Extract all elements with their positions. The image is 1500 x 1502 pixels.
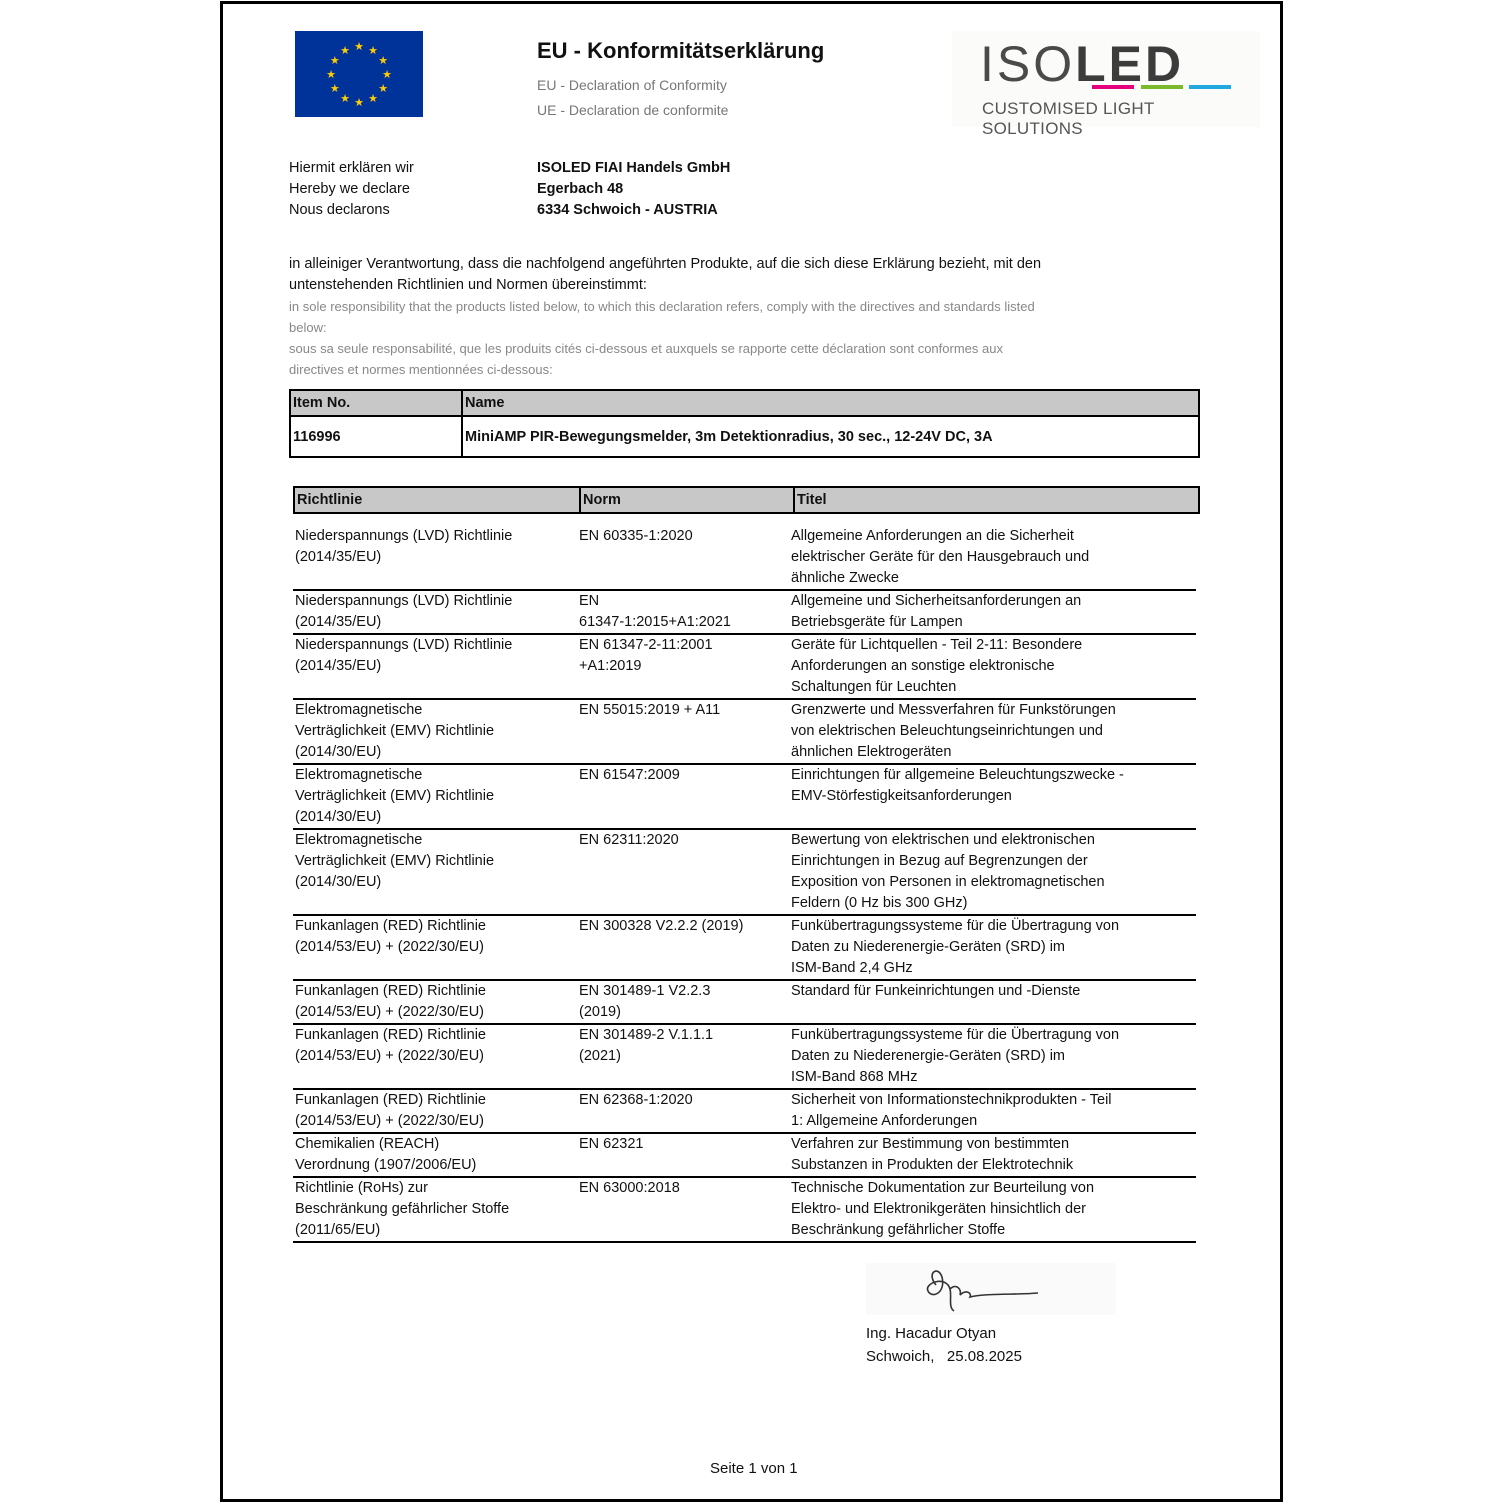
norm-cell: EN 61347-1:2015+A1:2021 [579,593,731,630]
directive-cell: Funkanlagen (RED) Richtlinie (2014/53/EU)… [295,983,486,1020]
directive-cell: Elektromagnetische Verträglichkeit (EMV) … [295,702,495,760]
title-cell: Verfahren zur Bestimmung von bestimmten S… [791,1136,1074,1173]
title-cell: Technische Dokumentation zur Beurteilung… [791,1180,1095,1238]
company-street: Egerbach 48 [537,181,624,197]
intro-en: in sole responsibility that the products… [289,299,1035,335]
norms-table: Richtlinie Norm Titel Niederspannungs (L… [293,486,1200,1243]
norm-cell: EN 63000:2018 [579,1180,680,1196]
directive-cell: Chemikalien (REACH) Verordnung (1907/2006… [295,1136,477,1173]
star-icon: ★ [354,41,364,53]
title-cell: Grenzwerte und Messverfahren für Funkstö… [791,702,1116,760]
norm-cell: EN 62321 [579,1136,644,1152]
directive-cell: Niederspannungs (LVD) Richtlinie (2014/35… [295,593,513,630]
norm-cell: EN 60335-1:2020 [579,528,693,544]
table-row: Funkanlagen (RED) Richtlinie (2014/53/EU)… [293,1090,1196,1134]
table-row: Elektromagnetische Verträglichkeit (EMV) … [293,830,1196,916]
title-cell: Funkübertragungssysteme für die Übertrag… [791,918,1120,976]
signature-place: Schwoich, [866,1348,935,1365]
item-no: 116996 [289,415,463,458]
title-cell: Bewertung von elektrischen und elektroni… [791,832,1105,911]
product-table: Item No. Name 116996 MiniAMP PIR-Bewegun… [289,389,1200,458]
title-cell: Standard für Funkeinrichtungen und -Dien… [791,983,1081,999]
subtitle-en: EU - Declaration of Conformity [537,77,727,93]
header-item-no: Item No. [289,389,463,417]
header-directive: Richtlinie [295,488,581,512]
star-icon: ★ [330,55,340,67]
directive-cell: Elektromagnetische Verträglichkeit (EMV) … [295,832,495,890]
header-norm: Norm [581,488,795,512]
company-city: 6334 Schwoich - AUSTRIA [537,202,718,218]
norm-cell: EN 62311:2020 [579,832,679,848]
star-icon: ★ [326,69,336,81]
directive-cell: Richtlinie (RoHs) zur Beschränkung gefähr… [295,1180,510,1238]
directive-cell: Niederspannungs (LVD) Richtlinie (2014/35… [295,637,513,674]
company-address: ISOLED FIAI Handels GmbH Egerbach 48 633… [537,158,730,221]
norm-cell: EN 61347-2-11:2001 +A1:2019 [579,637,713,674]
declaration-labels: Hiermit erklären wir Hereby we declare N… [289,160,414,218]
signatory-name: Ing. Hacadur Otyan [866,1325,997,1342]
item-name: MiniAMP PIR-Bewegungsmelder, 3m Detektio… [461,415,1200,458]
norm-cell: EN 301489-2 V.1.1.1 (2021) [579,1027,714,1064]
signature-block: Ing. Hacadur Otyan Schwoich, 25.08.2025 [866,1263,1116,1368]
signature-date: 25.08.2025 [946,1348,1022,1365]
star-icon: ★ [354,97,364,109]
signature-image [866,1263,1116,1315]
star-icon: ★ [382,69,392,81]
page-number: Seite 1 von 1 [710,1460,798,1477]
title-cell: Allgemeine Anforderungen an die Sicherhe… [791,528,1090,586]
title-cell: Einrichtungen für allgemeine Beleuchtung… [791,767,1124,804]
directive-cell: Funkanlagen (RED) Richtlinie (2014/53/EU)… [295,1092,486,1129]
star-icon: ★ [368,93,378,105]
intro-fr: sous sa seule responsabilité, que les pr… [289,341,1003,377]
star-icon: ★ [368,45,378,57]
title-cell: Sicherheit von Informationstechnikproduk… [791,1092,1112,1129]
star-icon: ★ [340,45,350,57]
subtitle-fr: UE - Declaration de conformite [537,102,729,118]
directive-cell: Elektromagnetische Verträglichkeit (EMV) … [295,767,495,825]
header-name: Name [461,389,1200,417]
title-cell: Allgemeine und Sicherheitsanforderungen … [791,593,1082,630]
title-cell: Funkübertragungssysteme für die Übertrag… [791,1027,1120,1085]
table-row: Funkanlagen (RED) Richtlinie (2014/53/EU)… [293,916,1196,981]
directive-cell: Funkanlagen (RED) Richtlinie (2014/53/EU)… [295,918,486,955]
table-row: Niederspannungs (LVD) Richtlinie (2014/35… [293,635,1196,700]
intro-de: in alleiniger Verantwortung, dass die na… [289,256,1042,293]
directive-cell: Niederspannungs (LVD) Richtlinie (2014/35… [295,528,513,565]
table-row: Funkanlagen (RED) Richtlinie (2014/53/EU)… [293,1025,1196,1090]
table-row: Elektromagnetische Verträglichkeit (EMV) … [293,765,1196,830]
star-icon: ★ [378,83,388,95]
norm-cell: EN 61547:2009 [579,767,680,783]
intro-text: in alleiniger Verantwortung, dass die na… [289,254,1049,380]
star-icon: ★ [378,55,388,67]
table-row: Niederspannungs (LVD) Richtlinie (2014/35… [293,526,1196,591]
star-icon: ★ [330,83,340,95]
table-row: Funkanlagen (RED) Richtlinie (2014/53/EU)… [293,981,1196,1025]
header-title: Titel [797,492,827,508]
page-title: EU - Konformitätserklärung [537,38,825,63]
directive-cell: Funkanlagen (RED) Richtlinie (2014/53/EU)… [295,1027,486,1064]
norm-cell: EN 300328 V2.2.2 (2019) [579,918,744,934]
isoled-logo: ISOLED CUSTOMISED LIGHT SOLUTIONS [952,31,1260,138]
table-row: Chemikalien (REACH) Verordnung (1907/2006… [293,1134,1196,1178]
star-icon: ★ [340,93,350,105]
norm-cell: EN 62368-1:2020 [579,1092,693,1108]
title-cell: Geräte für Lichtquellen - Teil 2-11: Bes… [791,637,1083,695]
table-row: Niederspannungs (LVD) Richtlinie (2014/35… [293,591,1196,635]
table-row: Elektromagnetische Verträglichkeit (EMV) … [293,700,1196,765]
norm-cell: EN 55015:2019 + A11 [579,702,721,718]
table-row: Richtlinie (RoHs) zur Beschränkung gefähr… [293,1178,1196,1243]
company-name: ISOLED FIAI Handels GmbH [537,160,731,176]
table-row: 116996 MiniAMP PIR-Bewegungsmelder, 3m D… [289,415,1200,458]
eu-flag-icon: ★ ★ ★ ★ ★ ★ ★ ★ ★ ★ ★ ★ [295,31,423,117]
norm-cell: EN 301489-1 V2.2.3 (2019) [579,983,711,1020]
